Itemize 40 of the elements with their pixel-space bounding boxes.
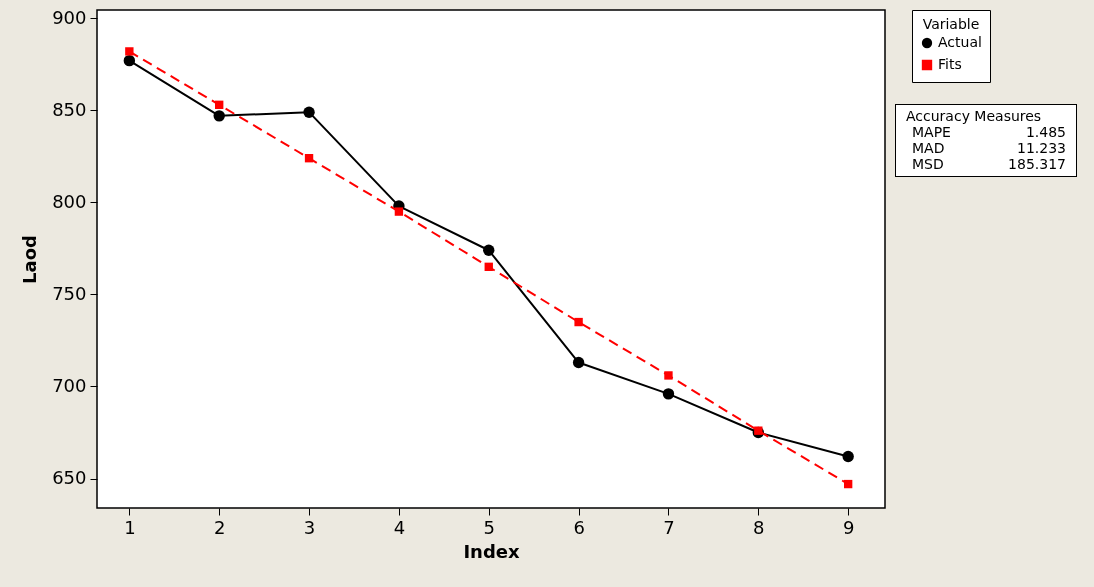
point bbox=[843, 479, 853, 489]
point bbox=[394, 207, 404, 216]
legend-label: Actual bbox=[938, 34, 982, 50]
x-tick-label: 3 bbox=[303, 516, 316, 538]
y-tick-label: 850 bbox=[52, 98, 87, 120]
x-tick-label: 6 bbox=[573, 516, 585, 538]
point bbox=[662, 388, 675, 400]
y-tick-label: 800 bbox=[52, 190, 87, 212]
x-tick-label: 5 bbox=[483, 516, 495, 538]
text: MAD 11.233 bbox=[912, 140, 1066, 156]
x-tick-label: 9 bbox=[842, 516, 855, 538]
legend-label: Fits bbox=[938, 56, 962, 72]
y-axis-title: Laod bbox=[19, 235, 41, 284]
y-tick-label: 650 bbox=[52, 467, 87, 489]
x-tick-label: 2 bbox=[213, 516, 226, 538]
point bbox=[484, 262, 493, 272]
x-tick-label: 8 bbox=[753, 516, 765, 538]
point bbox=[754, 426, 763, 435]
legend-title: Variable bbox=[922, 16, 980, 32]
point bbox=[483, 244, 495, 256]
x-tick-label: 7 bbox=[663, 516, 675, 538]
point bbox=[125, 47, 134, 56]
x-tick-label: 4 bbox=[393, 516, 406, 538]
point bbox=[574, 317, 583, 327]
text: MSD 185.317 bbox=[912, 156, 1066, 172]
point bbox=[213, 110, 225, 122]
point bbox=[664, 371, 673, 380]
point bbox=[123, 54, 136, 67]
point bbox=[304, 154, 314, 163]
text: MAPE 1.485 bbox=[912, 124, 1066, 140]
point bbox=[842, 450, 854, 463]
point bbox=[215, 100, 224, 109]
point bbox=[572, 356, 585, 369]
x-tick-label: 1 bbox=[124, 516, 136, 538]
y-tick-label: 700 bbox=[52, 374, 87, 396]
point bbox=[303, 106, 315, 118]
text: Accuracy Measures bbox=[905, 108, 1043, 124]
y-tick-label: 900 bbox=[52, 6, 87, 28]
x-axis-title: Index bbox=[463, 540, 520, 562]
y-tick-label: 750 bbox=[52, 282, 87, 304]
